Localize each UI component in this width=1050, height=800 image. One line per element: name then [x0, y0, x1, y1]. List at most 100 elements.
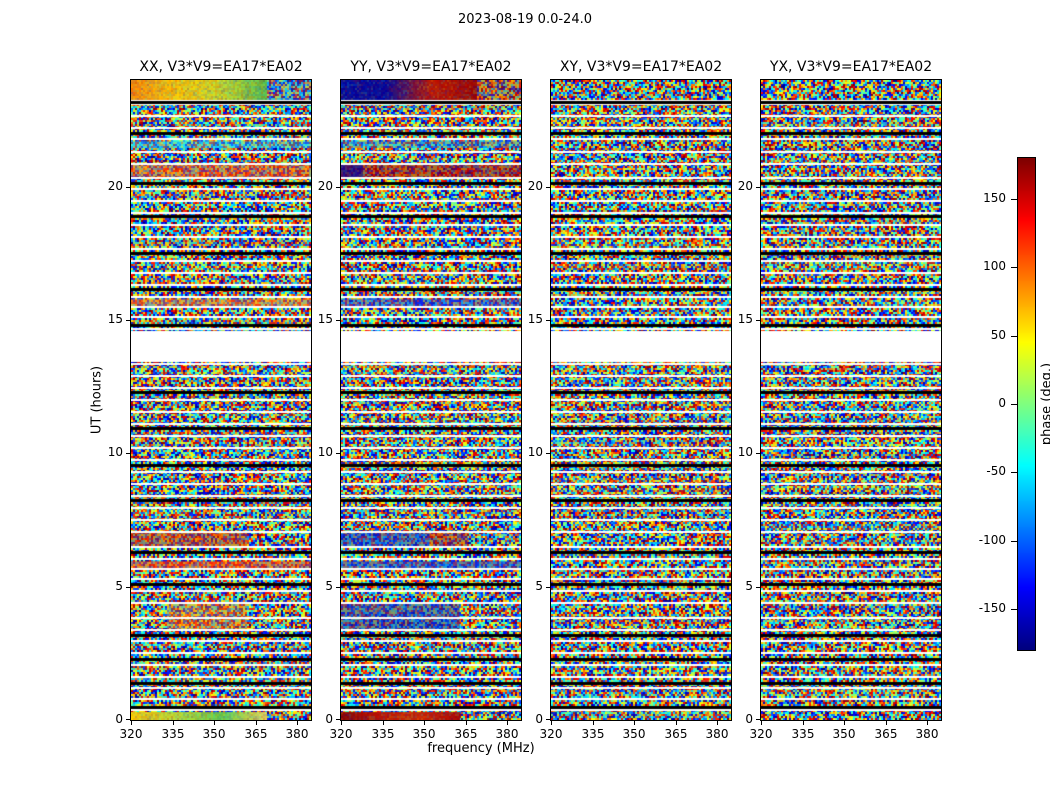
y-tick-label: 10 [107, 445, 123, 459]
x-tick-label: 350 [412, 727, 436, 741]
y-tick-mark [126, 587, 130, 588]
x-tick-mark [676, 721, 677, 725]
y-tick-mark [126, 719, 130, 720]
y-tick-label: 20 [737, 179, 753, 193]
y-tick-label: 0 [115, 712, 123, 726]
y-tick-mark [546, 719, 550, 720]
x-tick-mark [886, 721, 887, 725]
x-tick-mark [466, 721, 467, 725]
x-tick-mark [341, 721, 342, 725]
x-tick-mark [131, 721, 132, 725]
y-tick-label: 20 [317, 179, 333, 193]
x-tick-mark [761, 721, 762, 725]
panel-title-xy: XY, V3*V9=EA17*EA02 [559, 59, 723, 75]
x-tick-label: 380 [285, 727, 309, 741]
x-tick-label: 320 [119, 727, 143, 741]
colorbar-tick-label: 50 [990, 328, 1006, 342]
y-tick-label: 20 [107, 179, 123, 193]
y-axis-label: UT (hours) [89, 365, 105, 435]
x-tick-label: 365 [664, 727, 688, 741]
x-tick-mark [383, 721, 384, 725]
x-tick-label: 320 [329, 727, 353, 741]
y-tick-label: 20 [527, 179, 543, 193]
x-tick-label: 365 [244, 727, 268, 741]
x-axis-label: frequency (MHz) [427, 741, 535, 756]
x-tick-label: 335 [581, 727, 605, 741]
x-tick-mark [424, 721, 425, 725]
y-tick-mark [546, 187, 550, 188]
y-tick-mark [546, 453, 550, 454]
x-tick-mark [803, 721, 804, 725]
y-tick-label: 15 [527, 312, 543, 326]
colorbar-label: phase (deg.) [1039, 362, 1050, 446]
y-tick-label: 15 [107, 312, 123, 326]
x-tick-mark [717, 721, 718, 725]
panel-title-yx: YX, V3*V9=EA17*EA02 [769, 59, 933, 75]
y-tick-label: 5 [745, 579, 753, 593]
panel-title-yy: YY, V3*V9=EA17*EA02 [350, 59, 512, 75]
y-tick-label: 15 [317, 312, 333, 326]
colorbar-tick-mark [1011, 267, 1017, 268]
y-tick-label: 5 [325, 579, 333, 593]
colorbar-tick-mark [1011, 404, 1017, 405]
x-tick-label: 350 [622, 727, 646, 741]
y-tick-mark [336, 453, 340, 454]
x-tick-label: 335 [791, 727, 815, 741]
x-tick-label: 350 [832, 727, 856, 741]
x-tick-mark [507, 721, 508, 725]
y-tick-label: 5 [535, 579, 543, 593]
x-tick-label: 365 [874, 727, 898, 741]
colorbar-tick-label: -100 [978, 533, 1006, 547]
x-tick-mark [634, 721, 635, 725]
panel-title-xx: XX, V3*V9=EA17*EA02 [139, 59, 303, 75]
y-tick-mark [756, 587, 760, 588]
y-tick-mark [126, 453, 130, 454]
x-tick-mark [297, 721, 298, 725]
colorbar-tick-label: -150 [978, 601, 1006, 615]
y-tick-mark [126, 320, 130, 321]
x-tick-mark [844, 721, 845, 725]
x-tick-label: 335 [161, 727, 185, 741]
y-tick-label: 5 [115, 579, 123, 593]
x-tick-mark [214, 721, 215, 725]
x-tick-label: 380 [705, 727, 729, 741]
y-tick-mark [336, 719, 340, 720]
y-tick-label: 10 [737, 445, 753, 459]
x-tick-mark [593, 721, 594, 725]
x-tick-label: 320 [749, 727, 773, 741]
colorbar-tick-mark [1011, 541, 1017, 542]
x-tick-mark [927, 721, 928, 725]
y-tick-mark [336, 187, 340, 188]
colorbar-tick-mark [1011, 199, 1017, 200]
colorbar-canvas [1017, 157, 1036, 651]
x-tick-label: 380 [915, 727, 939, 741]
x-tick-mark [256, 721, 257, 725]
y-tick-label: 0 [745, 712, 753, 726]
x-tick-mark [173, 721, 174, 725]
heatmap-canvas-yy [340, 79, 522, 721]
figure-title: 2023-08-19 0.0-24.0 [458, 12, 592, 27]
y-tick-label: 10 [317, 445, 333, 459]
y-tick-mark [756, 320, 760, 321]
y-tick-mark [546, 320, 550, 321]
heatmap-canvas-xy [550, 79, 732, 721]
y-tick-mark [756, 187, 760, 188]
y-tick-mark [756, 719, 760, 720]
y-tick-mark [336, 587, 340, 588]
y-tick-label: 0 [535, 712, 543, 726]
colorbar-tick-label: 150 [983, 191, 1006, 205]
y-tick-label: 10 [527, 445, 543, 459]
colorbar-tick-label: 100 [983, 259, 1006, 273]
heatmap-canvas-yx [760, 79, 942, 721]
x-tick-label: 335 [371, 727, 395, 741]
y-tick-mark [336, 320, 340, 321]
x-tick-label: 350 [202, 727, 226, 741]
y-tick-label: 15 [737, 312, 753, 326]
heatmap-canvas-xx [130, 79, 312, 721]
colorbar-tick-mark [1011, 336, 1017, 337]
y-tick-label: 0 [325, 712, 333, 726]
x-tick-label: 320 [539, 727, 563, 741]
colorbar-tick-label: -50 [986, 464, 1006, 478]
x-tick-label: 380 [495, 727, 519, 741]
